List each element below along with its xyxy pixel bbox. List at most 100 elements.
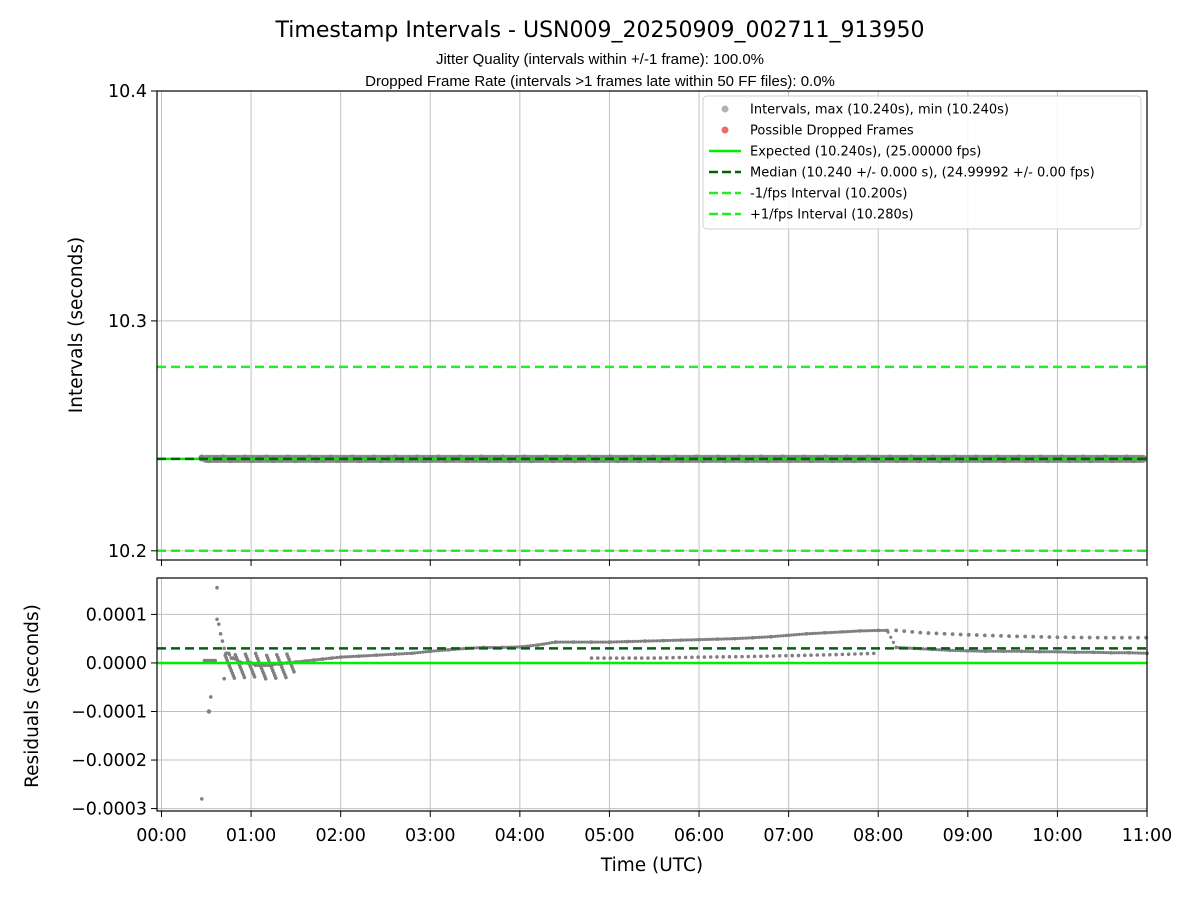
residual-point-upper [1023, 634, 1028, 639]
residual-point-lower [871, 651, 876, 656]
residual-point [615, 640, 619, 644]
residual-point [666, 638, 670, 643]
residual-point [859, 629, 863, 633]
residual-point-upper [1031, 634, 1036, 639]
residual-point [208, 695, 213, 699]
residual-point [227, 653, 232, 657]
residual-point [937, 648, 941, 652]
residual-point [547, 641, 552, 645]
residual-point [461, 647, 466, 651]
residual-point [838, 630, 842, 634]
residual-point [658, 639, 662, 643]
residual-point [687, 638, 691, 642]
residual-point-lower [727, 654, 732, 659]
residual-point-upper [966, 632, 971, 637]
residual-point-scatter [242, 675, 247, 680]
residual-point-lower [621, 656, 625, 660]
residual-point [1117, 651, 1121, 655]
residual-point [399, 652, 404, 656]
residual-point-lower [658, 656, 663, 660]
legend-frame [702, 95, 1142, 230]
x-tick-label: 06:00 [674, 826, 724, 846]
residual-point [262, 663, 267, 667]
residual-point-lower [846, 652, 851, 657]
residual-point-upper [991, 633, 995, 638]
residual-point [402, 652, 406, 656]
intervals-axes-frame [156, 90, 1148, 561]
residual-point-upper [1015, 634, 1019, 639]
residual-point [867, 629, 871, 633]
residual-point [956, 648, 960, 653]
residual-point [373, 653, 377, 657]
residual-point-lower [752, 654, 757, 659]
residual-point [429, 649, 433, 653]
residual-point [768, 635, 772, 639]
residual-point [690, 638, 694, 642]
residual-point [488, 645, 492, 650]
residual-point [1047, 650, 1051, 654]
residual-point [1055, 650, 1060, 654]
residual-point-lower [696, 655, 700, 659]
residual-point [408, 651, 412, 655]
residual-point [531, 643, 535, 648]
residual-point [1069, 650, 1073, 654]
residual-point [1036, 650, 1041, 654]
residual-point-upper [902, 629, 907, 634]
residuals-axes-frame [156, 577, 1148, 812]
residual-point [1112, 651, 1116, 655]
residual-point [526, 644, 530, 648]
residual-point [1141, 651, 1146, 655]
residual-point [679, 638, 683, 642]
residual-point [1015, 649, 1019, 653]
residual-point [1031, 650, 1035, 654]
intervals-y-axis-label: Intervals (seconds) [66, 237, 87, 413]
residual-point [308, 658, 312, 663]
residual-point [789, 633, 793, 637]
residual-point [655, 639, 659, 643]
x-tick-label: 10:00 [1032, 826, 1082, 846]
residual-point [983, 649, 987, 653]
residual-point [644, 639, 648, 643]
x-tick-label: 07:00 [763, 826, 813, 846]
residual-point [784, 633, 788, 638]
x-tick-label: 00:00 [136, 826, 186, 846]
residual-point-lower [834, 652, 838, 657]
residual-point-lower [790, 653, 795, 658]
residual-point-upper [1047, 635, 1052, 639]
residual-point [208, 658, 213, 663]
residual-point [359, 654, 363, 658]
residual-point [813, 631, 818, 635]
residual-point [1002, 649, 1006, 653]
residual-point-lower [715, 655, 719, 659]
residual-point [1039, 650, 1043, 654]
residual-point [1104, 651, 1108, 655]
residual-point [636, 639, 640, 643]
residual-point [437, 648, 441, 653]
residual-point-lower [602, 656, 606, 660]
residual-point [821, 631, 826, 635]
residual-point [808, 632, 812, 636]
residual-point [375, 653, 379, 657]
residual-point [343, 655, 347, 659]
residual-point [695, 638, 699, 642]
residual-point [668, 638, 672, 643]
residual-point-lower [677, 655, 682, 660]
residual-point-upper [1136, 635, 1140, 640]
residual-point [346, 655, 350, 659]
residual-point [206, 658, 210, 663]
residual-point [1139, 651, 1143, 655]
residual-point [448, 648, 452, 652]
residual-point-lower [633, 656, 638, 660]
residual-point [805, 632, 810, 636]
residual-point [641, 639, 646, 643]
residuals-y-axis-label: Residuals (seconds) [22, 604, 43, 788]
residual-point [330, 656, 334, 660]
residual-point [1093, 650, 1097, 654]
residual-point [881, 628, 885, 633]
residual-point [585, 640, 589, 644]
legend-label-intervals: Intervals, max (10.240s), min (10.240s) [750, 103, 1009, 118]
residual-point [953, 648, 957, 653]
residuals-ytick-label: 0.0001 [86, 605, 147, 625]
residual-point [324, 657, 328, 661]
residual-point-lower [777, 654, 782, 658]
